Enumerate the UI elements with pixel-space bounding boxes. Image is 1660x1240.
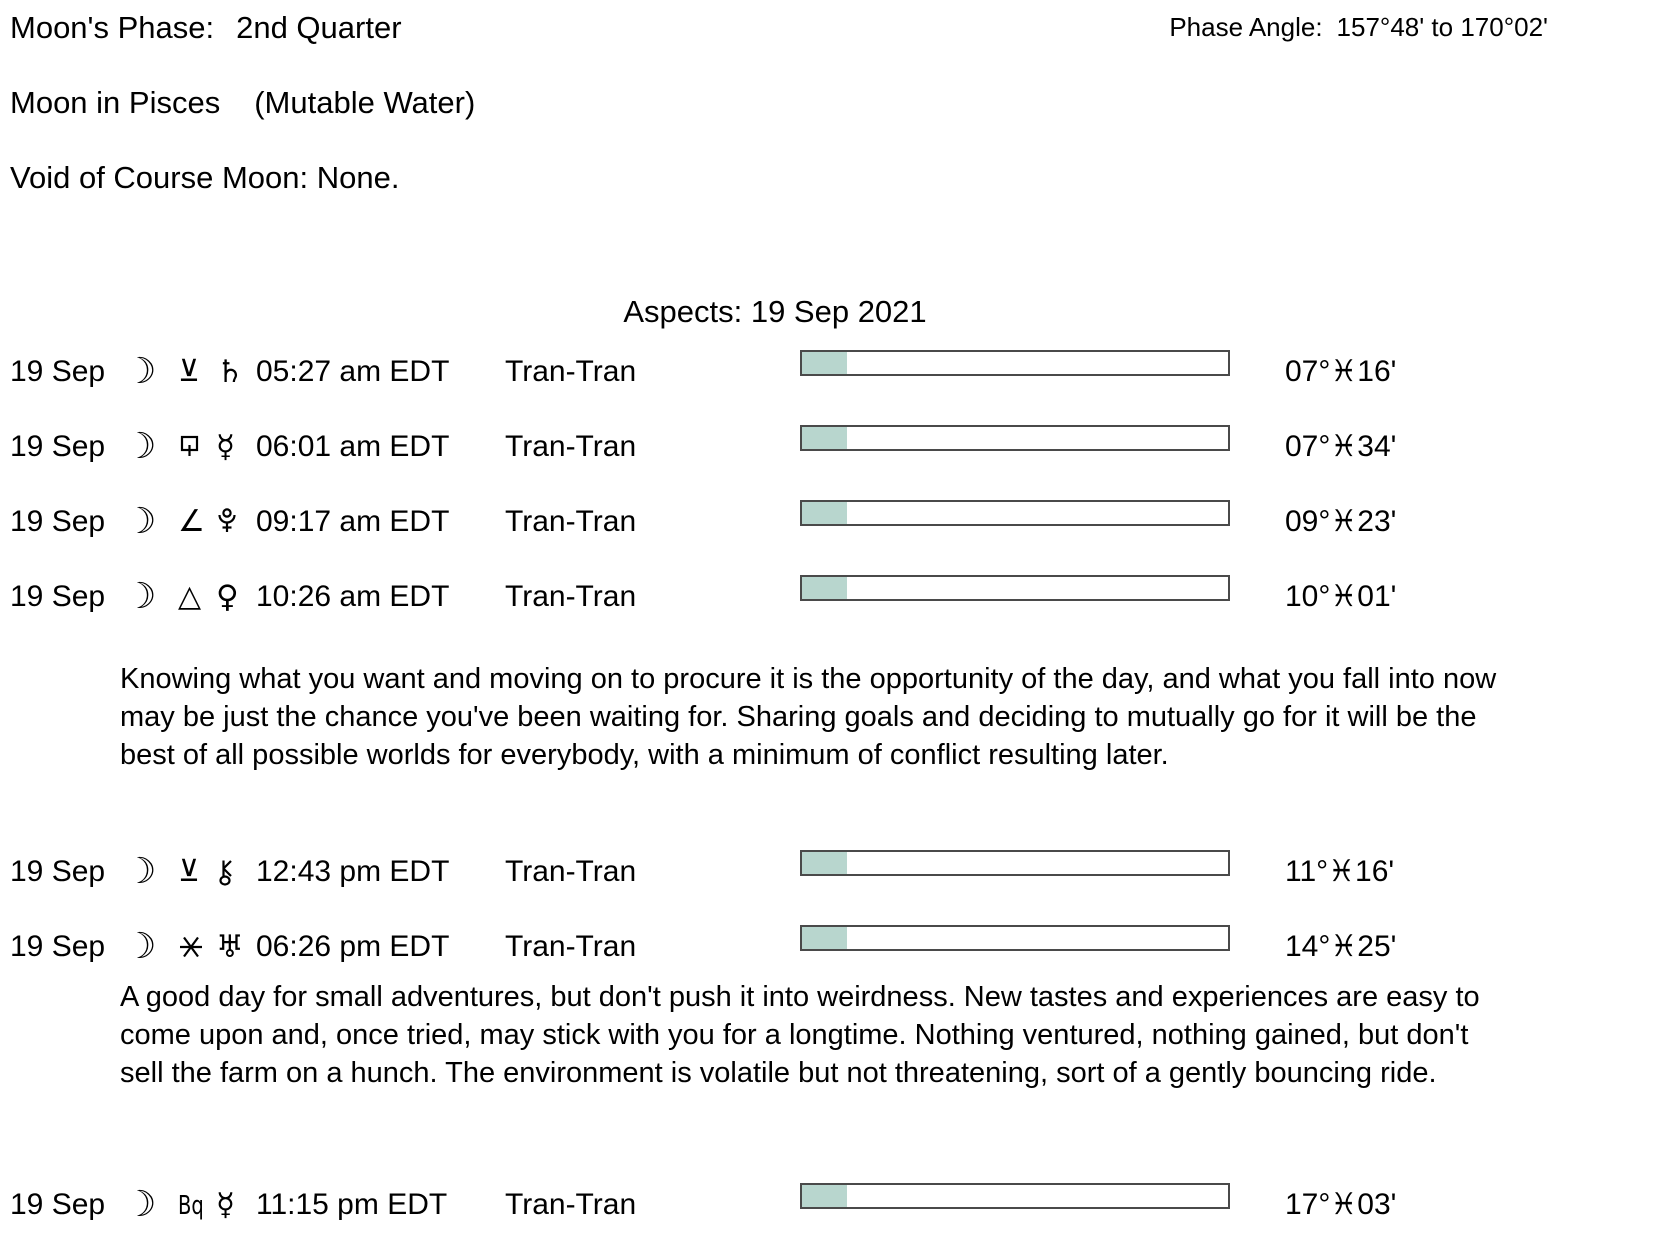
moon-icon: ☽ [124,351,157,392]
aspect-date: 19 Sep [10,930,106,963]
aspect-time: 06:01 am EDT [256,430,450,463]
aspect-note: A good day for small adventures, but don… [120,981,1480,1089]
aspect-type: Tran-Tran [505,355,637,388]
orb-progress-bar [800,925,1230,951]
venus-icon: ♀ [216,579,239,615]
aspect-row: 19 Sep ☽ Bq ☿ 11:15 pm EDT Tran-Tran 17°… [0,1183,1660,1227]
moon-phase-label: Moon's Phase: [10,10,215,45]
mercury-icon: ☿ [216,429,236,465]
semi-sextile-icon: ⊻ [178,354,200,389]
aspect-type: Tran-Tran [505,930,637,963]
aspect-time: 12:43 pm EDT [256,855,450,888]
aspect-time: 11:15 pm EDT [256,1188,448,1221]
orb-progress-bar [800,425,1230,451]
aspect-position: 07°♓16' [1285,355,1397,388]
aspect-time: 09:17 am EDT [256,505,450,538]
aspect-type: Tran-Tran [505,505,637,538]
aspect-date: 19 Sep [10,430,106,463]
moon-phase-line: Moon's Phase: 2nd Quarter [10,10,402,46]
moon-icon: ☽ [124,576,157,617]
aspect-time: 05:27 am EDT [256,355,450,388]
orb-progress-bar [800,350,1230,376]
phase-angle-line: Phase Angle: 157°48' to 170°02' [1169,12,1548,43]
orb-progress-fill [802,852,847,874]
orb-progress-fill [802,352,847,374]
aspect-date: 19 Sep [10,505,106,538]
aspect-date: 19 Sep [10,1188,106,1221]
phase-angle-label: Phase Angle: [1169,12,1323,42]
phase-angle-value: 157°48' to 170°02' [1336,12,1548,42]
aspect-type: Tran-Tran [505,855,637,888]
aspect-row: 19 Sep ☽ △ ♀ 10:26 am EDT Tran-Tran 10°♓… [0,575,1660,619]
trine-icon: △ [178,579,202,614]
aspect-type: Tran-Tran [505,430,637,463]
moon-icon: ☽ [124,426,157,467]
orb-progress-bar [800,1183,1230,1209]
saturn-icon: ♄ [216,354,244,390]
aspect-date: 19 Sep [10,580,106,613]
aspect-row: 19 Sep ☽ ⊻ ♄ 05:27 am EDT Tran-Tran 07°♓… [0,350,1660,394]
chiron-icon [216,850,236,887]
semi-square-icon: ∠ [178,504,205,539]
orb-progress-bar [800,575,1230,601]
orb-progress-fill [802,577,847,599]
aspect-date: 19 Sep [10,355,106,388]
moon-sign-line: Moon in Pisces (Mutable Water) [10,85,475,121]
aspect-type: Tran-Tran [505,580,637,613]
aspect-time: 10:26 am EDT [256,580,450,613]
moon-sign-value: Moon in Pisces [10,85,221,120]
orb-progress-fill [802,502,847,524]
aspect-position: 10°♓01' [1285,580,1397,613]
pluto-icon [216,500,238,537]
uranus-icon: ♅ [216,929,244,965]
aspect-note: Knowing what you want and moving on to p… [120,663,1497,771]
aspect-time: 06:26 pm EDT [256,930,450,963]
semi-sextile-icon: ⊻ [178,854,200,889]
aspect-position: 11°♓16' [1285,855,1395,888]
orb-progress-bar [800,500,1230,526]
aspect-row: 19 Sep ☽ ∠ 09:17 am EDT Tran-Tran 09°♓23… [0,500,1660,544]
orb-progress-bar [800,850,1230,876]
aspect-row: 19 Sep ☽ ♅ 06:26 pm EDT Tran-Tran 14°♓25… [0,925,1660,969]
orb-progress-fill [802,1185,847,1207]
aspect-type: Tran-Tran [505,1188,637,1221]
aspect-position: 14°♓25' [1285,930,1397,963]
aspect-row: 19 Sep ☽ ☿ 06:01 am EDT Tran-Tran 07°♓34… [0,425,1660,469]
mercury-icon: ☿ [216,1187,236,1223]
moon-icon: ☽ [124,501,157,542]
aspect-row: 19 Sep ☽ ⊻ 12:43 pm EDT Tran-Tran 11°♓16… [0,850,1660,894]
void-of-course-line: Void of Course Moon: None. [10,160,400,195]
orb-progress-fill [802,927,847,949]
biquintile-icon: Bq [178,1191,204,1221]
aspect-position: 09°♓23' [1285,505,1397,538]
aspect-position: 17°♓03' [1285,1188,1397,1221]
aspect-date: 19 Sep [10,855,106,888]
moon-icon: ☽ [124,1184,157,1225]
moon-phase-value: 2nd Quarter [236,10,402,45]
aspects-title: Aspects: 19 Sep 2021 [623,294,927,329]
moon-sign-quality: (Mutable Water) [254,85,476,120]
aspect-position: 07°♓34' [1285,430,1397,463]
orb-progress-fill [802,427,847,449]
moon-icon: ☽ [124,926,157,967]
moon-icon: ☽ [124,851,157,892]
sesquiquadrate-icon [178,425,202,460]
sextile-icon [178,925,204,959]
